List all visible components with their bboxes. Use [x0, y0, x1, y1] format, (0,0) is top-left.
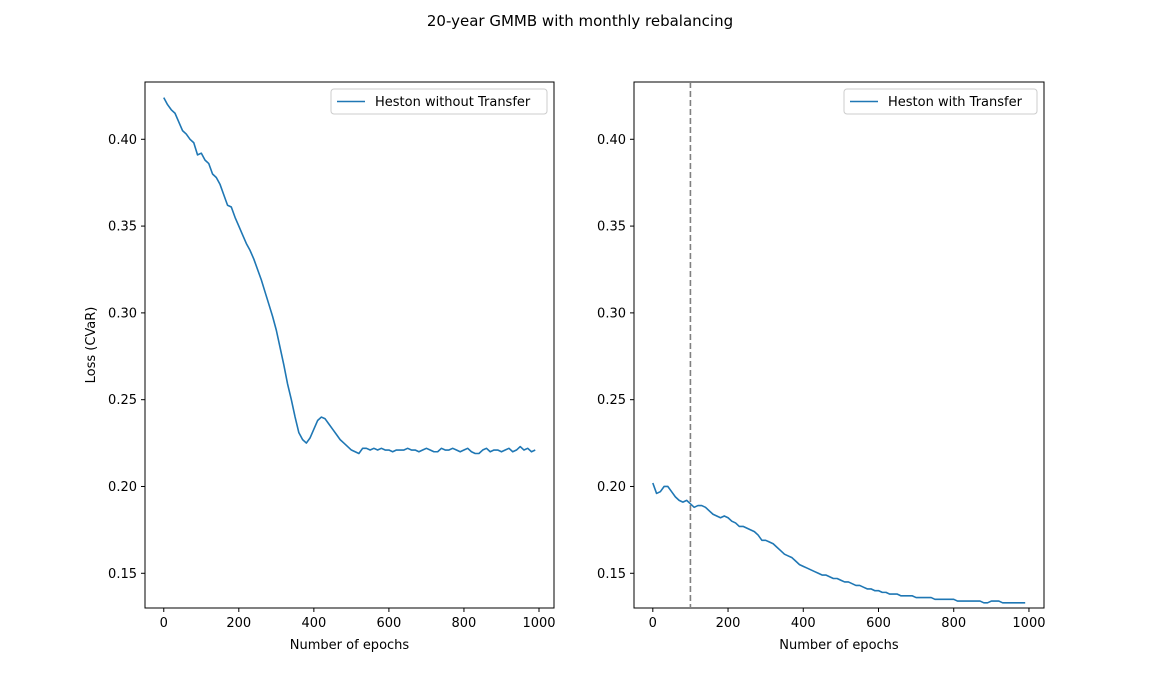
y-tick-label: 0.15 — [108, 567, 137, 582]
y-tick-label: 0.35 — [108, 220, 137, 235]
y-tick-label: 0.25 — [108, 393, 137, 408]
plot-frame — [144, 81, 555, 609]
y-tick-label: 0.15 — [597, 567, 626, 582]
x-tick-label: 400 — [301, 616, 326, 631]
y-tick-label: 0.30 — [108, 306, 137, 321]
legend-label: Heston without Transfer — [375, 95, 531, 110]
x-tick-label: 200 — [226, 616, 251, 631]
y-tick-label: 0.25 — [597, 393, 626, 408]
x-tick-label: 0 — [649, 616, 657, 631]
x-tick-label: 600 — [866, 616, 891, 631]
figure-title: 20-year GMMB with monthly rebalancing — [427, 12, 733, 30]
x-tick-label: 0 — [160, 616, 168, 631]
x-axis-label: Number of epochs — [779, 638, 899, 653]
legend-box — [330, 88, 548, 115]
y-tick-label: 0.20 — [597, 480, 626, 495]
x-axis-label: Number of epochs — [290, 638, 410, 653]
legend: Heston with Transfer — [843, 88, 1038, 115]
x-tick-label: 1000 — [1012, 616, 1045, 631]
x-tick-label: 1000 — [522, 616, 555, 631]
y-tick-label: 0.40 — [597, 133, 626, 148]
y-tick-label: 0.40 — [108, 133, 137, 148]
x-tick-label: 800 — [941, 616, 966, 631]
x-tick-label: 800 — [452, 616, 477, 631]
y-axis-label: Loss (CVaR) — [84, 307, 99, 384]
plot-frame — [633, 81, 1045, 609]
y-tick-label: 0.35 — [597, 220, 626, 235]
right-chart-panel: 0 200 400 600 800 1000 0.15 0.20 0.25 0.30 0.35 0.4… — [597, 81, 1046, 653]
series-line — [163, 97, 536, 455]
y-tick-label: 0.20 — [108, 480, 137, 495]
legend-box — [843, 88, 1038, 115]
left-chart-panel: 0 200 400 600 800 1000 0.15 0.20 0.25 0.30 0.35 0.4… — [84, 81, 556, 653]
x-tick-label: 200 — [716, 616, 741, 631]
legend-label: Heston with Transfer — [888, 95, 1023, 110]
y-tick-label: 0.30 — [597, 306, 626, 321]
x-tick-label: 600 — [376, 616, 401, 631]
series-line — [652, 482, 1026, 604]
legend: Heston without Transfer — [330, 88, 548, 115]
x-tick-label: 400 — [791, 616, 816, 631]
